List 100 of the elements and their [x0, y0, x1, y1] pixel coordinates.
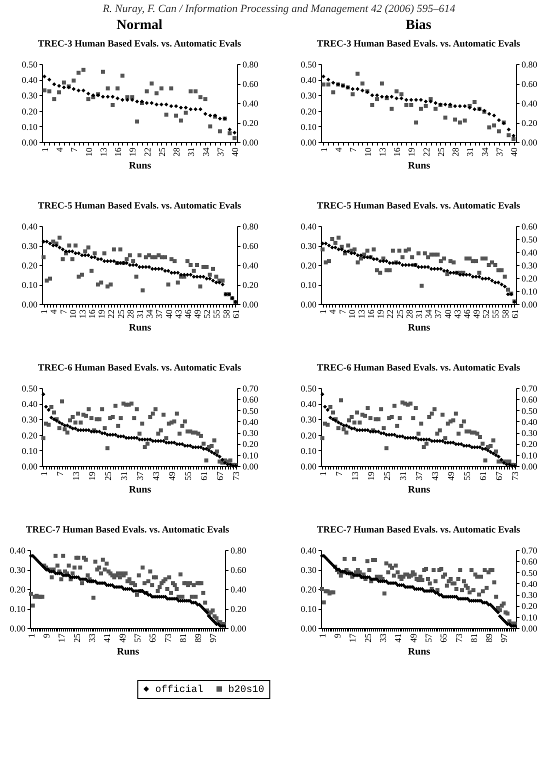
y2-tick-label: 0.20: [230, 604, 247, 614]
y2-tick-label: 0.40: [242, 260, 259, 270]
y2-tick-label: 0.30: [522, 428, 538, 438]
y2-tick-label: 0.00: [242, 138, 259, 148]
x-axis-title: Runs: [128, 484, 152, 496]
x-tick-label: 25: [436, 147, 446, 156]
point: [198, 95, 202, 100]
point: [188, 89, 193, 94]
y-tick-label: 0.00: [300, 462, 317, 472]
y2-tick-label: 0.20: [522, 601, 538, 612]
point: [110, 94, 115, 99]
y-tick-label: 0.00: [300, 300, 317, 310]
x-tick-label: 40: [164, 309, 174, 318]
point: [100, 70, 105, 74]
point: [394, 96, 399, 100]
x-axis-title: Runs: [128, 160, 152, 172]
x-tick-label: 7: [337, 309, 348, 314]
point: [159, 86, 164, 90]
point: [370, 93, 374, 98]
y2-tick-label: 0.20: [242, 118, 259, 128]
x-tick-label: 13: [77, 309, 88, 318]
point: [512, 137, 516, 142]
point: [472, 107, 477, 112]
point: [462, 104, 467, 108]
point: [487, 112, 492, 116]
legend-label: b20s10: [228, 684, 264, 696]
point: [194, 89, 198, 94]
y2-tick-label: 0.40: [522, 416, 538, 427]
point: [350, 86, 355, 91]
x-tick-label: 89: [193, 633, 204, 642]
x-tick-label: 52: [202, 310, 212, 318]
y-tick-label: 0.40: [10, 546, 26, 556]
point: [506, 128, 511, 132]
x-tick-label: 1: [38, 472, 49, 476]
point: [174, 114, 178, 118]
point: [360, 88, 364, 93]
x-tick-label: 55: [212, 309, 222, 318]
x-tick-label: 97: [499, 633, 510, 642]
x-tick-label: 61: [478, 472, 488, 480]
x-tick-label: 4: [334, 147, 344, 152]
x-tick-label: 1: [26, 634, 36, 638]
x-tick-label: 37: [215, 147, 226, 156]
x-tick-label: 22: [421, 148, 432, 156]
y2-tick-label: 0.80: [230, 546, 247, 556]
x-tick-label: 73: [162, 633, 173, 642]
text: R. Nuray, F. Can / Information Processing and Management 42 (2006) 595–614: [102, 2, 456, 16]
y2-tick-label: 0.00: [522, 624, 538, 634]
point: [174, 104, 178, 108]
point: [130, 98, 134, 102]
y2-tick-label: 0.60: [242, 79, 259, 89]
y-tick-label: 0.20: [300, 260, 317, 270]
y-tick-label: 0.50: [300, 60, 317, 70]
point: [443, 116, 448, 120]
point: [506, 133, 511, 138]
x-tick-label: 55: [183, 471, 194, 480]
x-tick-label: 67: [494, 471, 504, 480]
point: [169, 104, 174, 108]
x-tick-label: 4: [48, 309, 59, 314]
x-tick-label: 31: [398, 472, 408, 480]
x-tick-label: 16: [87, 309, 98, 318]
point: [42, 88, 46, 92]
y-tick-label: 0.30: [300, 90, 317, 101]
point: [203, 112, 208, 116]
y2-tick-label: 0.20: [522, 274, 538, 284]
x-tick-label: 97: [208, 633, 218, 642]
x-tick-label: 31: [118, 472, 129, 480]
point: [404, 102, 408, 107]
point: [86, 97, 90, 102]
point: [409, 98, 414, 102]
point: [321, 82, 326, 86]
chart-title: TREC-5 Human Based Evals. vs. Automatic Evals: [38, 202, 242, 212]
y-tick-label: 0.10: [300, 122, 317, 132]
y-tick-label: 0.40: [300, 75, 317, 86]
point: [81, 68, 86, 72]
point: [424, 104, 428, 108]
point: [453, 118, 458, 122]
text: Bias: [406, 17, 432, 35]
point: [81, 88, 86, 93]
point: [399, 96, 404, 100]
x-tick-label: 49: [446, 471, 456, 480]
point: [399, 92, 404, 96]
point: [350, 92, 355, 96]
x-tick-label: 37: [154, 309, 164, 318]
x-tick-label: 25: [394, 309, 405, 318]
y2-tick-label: 0.20: [242, 439, 259, 450]
point: [178, 106, 183, 110]
point: [52, 82, 56, 86]
x-tick-label: 55: [462, 471, 472, 480]
point: [125, 95, 130, 100]
y-tick-label: 0.00: [22, 138, 38, 148]
x-tick-label: 19: [376, 309, 386, 318]
y2-tick-label: 0.70: [522, 546, 538, 556]
y2-tick-label: 0.40: [230, 584, 247, 594]
point: [150, 82, 154, 86]
point: [390, 94, 394, 99]
point: [135, 99, 140, 104]
point: [169, 86, 174, 90]
point: [135, 120, 140, 124]
x-tick-label: 16: [366, 309, 376, 318]
x-tick-label: 4: [54, 147, 65, 152]
